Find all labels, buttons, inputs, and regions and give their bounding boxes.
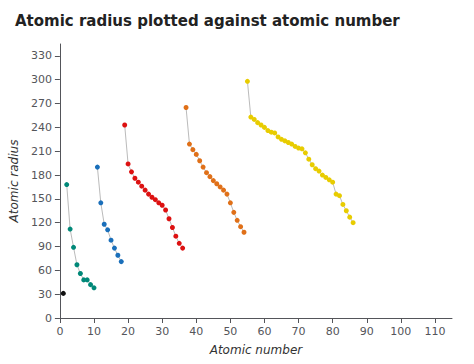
svg-text:Atomic number: Atomic number xyxy=(209,343,304,357)
svg-text:20: 20 xyxy=(121,325,135,338)
svg-text:240: 240 xyxy=(31,121,52,134)
svg-text:120: 120 xyxy=(31,216,52,229)
svg-text:270: 270 xyxy=(31,97,52,110)
svg-text:0: 0 xyxy=(45,312,52,325)
svg-text:210: 210 xyxy=(31,145,52,158)
svg-text:80: 80 xyxy=(326,325,340,338)
svg-text:0: 0 xyxy=(56,325,63,338)
svg-text:10: 10 xyxy=(87,325,101,338)
svg-text:60: 60 xyxy=(257,325,271,338)
svg-text:300: 300 xyxy=(31,73,52,86)
svg-text:Atomic radius: Atomic radius xyxy=(7,140,21,224)
svg-text:180: 180 xyxy=(31,169,52,182)
svg-text:40: 40 xyxy=(189,325,203,338)
svg-text:110: 110 xyxy=(424,325,445,338)
svg-text:330: 330 xyxy=(31,49,52,62)
svg-text:60: 60 xyxy=(38,264,52,277)
svg-text:70: 70 xyxy=(292,325,306,338)
svg-text:30: 30 xyxy=(38,288,52,301)
svg-text:Atomic radius plotted against: Atomic radius plotted against atomic num… xyxy=(15,12,400,30)
svg-text:150: 150 xyxy=(31,192,52,205)
svg-text:50: 50 xyxy=(223,325,237,338)
svg-text:100: 100 xyxy=(390,325,411,338)
svg-text:90: 90 xyxy=(38,240,52,253)
svg-text:90: 90 xyxy=(360,325,374,338)
svg-text:30: 30 xyxy=(155,325,169,338)
